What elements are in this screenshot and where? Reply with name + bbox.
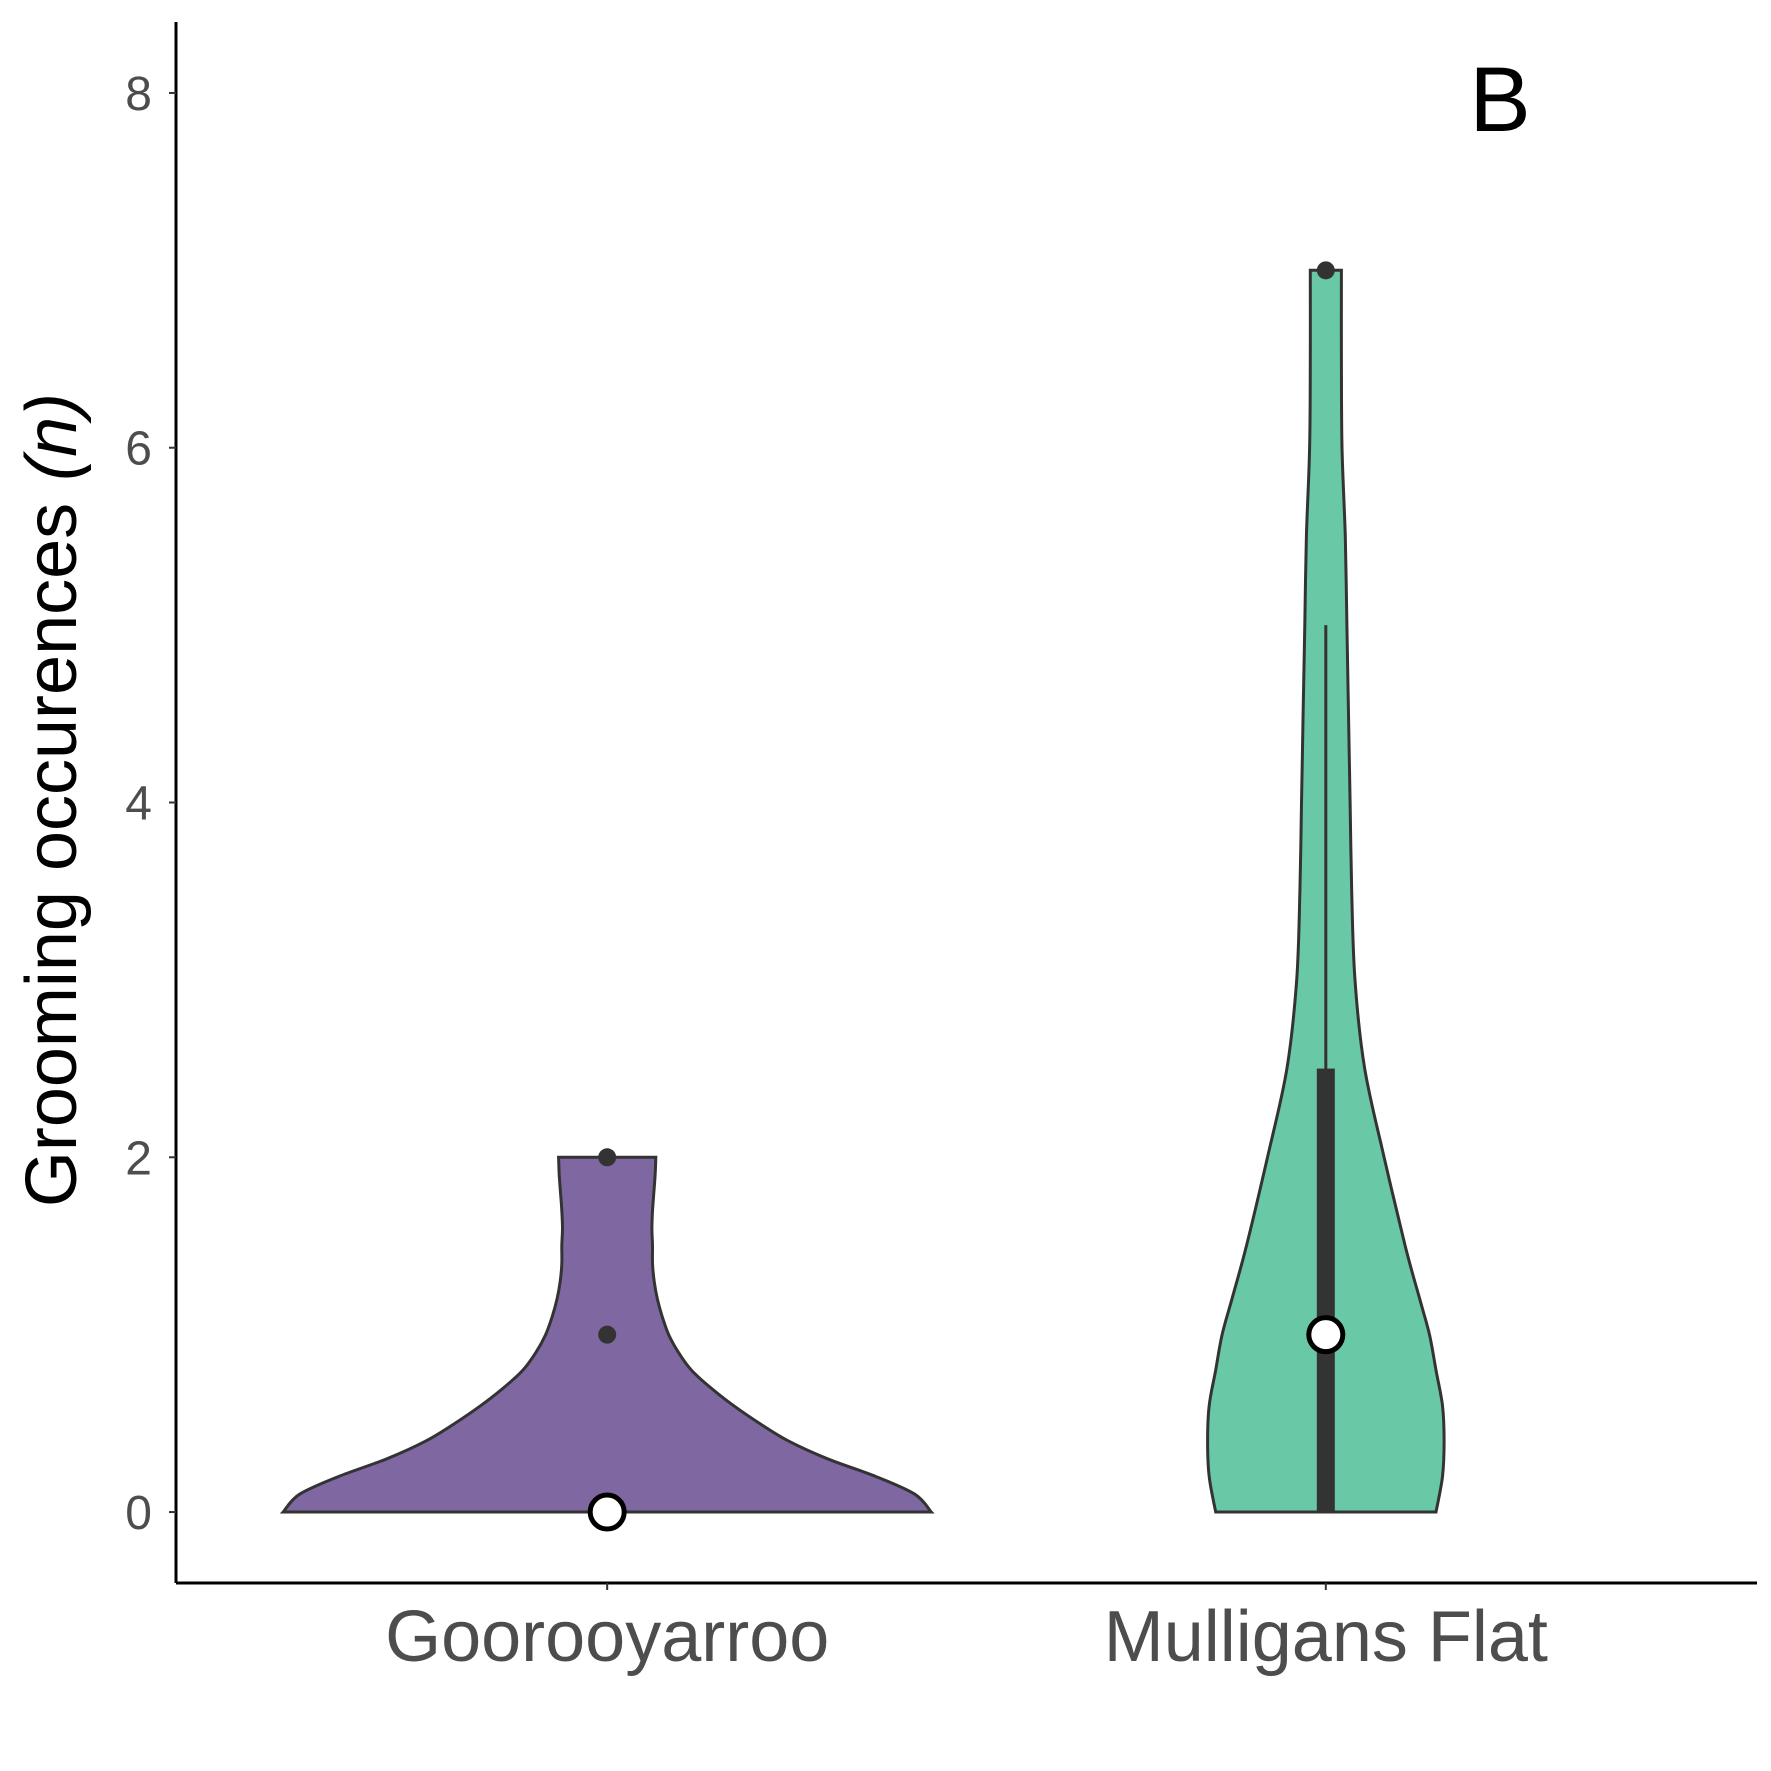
iqr-bar	[1316, 1068, 1335, 1513]
y-axis-title: Grooming occurences (n)	[12, 393, 92, 1207]
outlier-point	[1316, 261, 1335, 280]
panel-label: B	[1469, 49, 1530, 151]
y-axis-title-italic: (n)	[12, 393, 92, 481]
y-ticks: 0 2 4 6 8	[125, 68, 176, 1540]
y-tick-label: 6	[125, 423, 152, 476]
y-axis-title-text: Grooming occurences	[12, 503, 92, 1207]
outlier-point	[598, 1148, 617, 1167]
y-tick-label: 8	[125, 68, 152, 121]
median-point	[1306, 1315, 1346, 1355]
x-ticks: Goorooyarroo Mulligans Flat	[385, 1583, 1548, 1677]
outlier-point	[598, 1325, 617, 1344]
x-tick-label: Mulligans Flat	[1104, 1597, 1548, 1677]
boxplot-layer	[1316, 625, 1335, 1513]
median-point	[587, 1492, 627, 1532]
points-layer	[587, 261, 1346, 1532]
y-tick-label: 0	[125, 1487, 152, 1540]
violins-layer	[279, 268, 1446, 1514]
y-tick-label: 4	[125, 778, 152, 831]
x-tick-label: Goorooyarroo	[385, 1597, 829, 1677]
y-tick-label: 2	[125, 1132, 152, 1185]
